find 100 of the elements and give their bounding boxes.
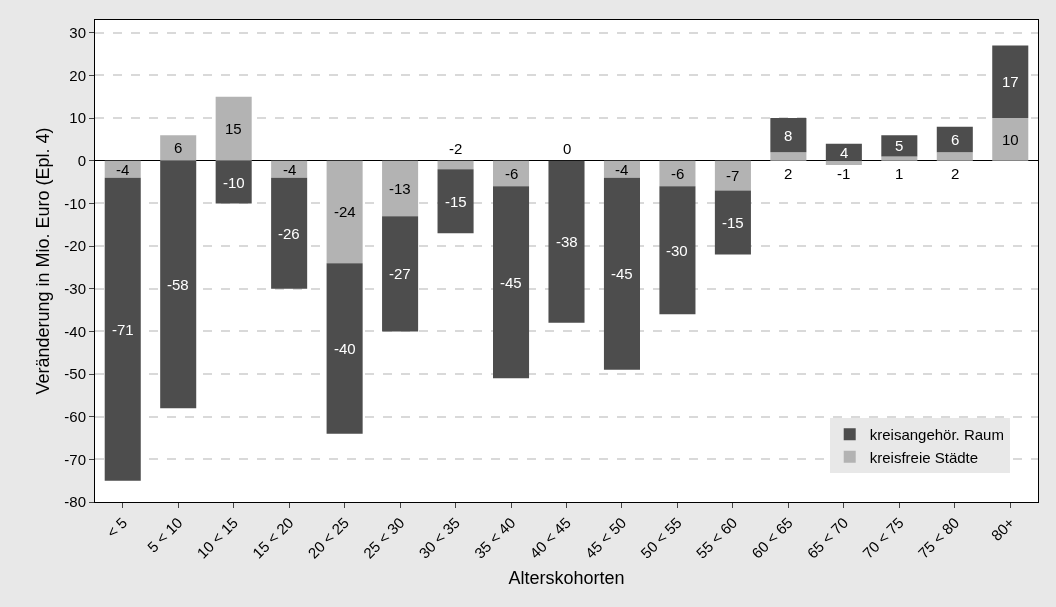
bar	[382, 160, 419, 217]
x-tick-label: 80+	[987, 513, 1018, 544]
data-label: 1	[895, 165, 904, 182]
bar	[326, 263, 363, 434]
data-label: -7	[726, 167, 740, 184]
y-tick-label: -60	[64, 407, 86, 425]
x-tick-label: 35 < 40	[470, 513, 519, 562]
data-label: -4	[116, 161, 130, 178]
data-label: 0	[563, 140, 572, 157]
bar	[770, 152, 807, 161]
x-tick-label: 10 < 15	[193, 513, 242, 562]
bar	[104, 160, 141, 178]
bar	[437, 160, 474, 170]
bar	[992, 45, 1029, 119]
x-tick-label: 15 < 20	[248, 513, 297, 562]
bar	[493, 160, 530, 187]
y-tick-label: -70	[64, 450, 86, 468]
bar	[215, 160, 252, 204]
y-tick-label: -30	[64, 279, 86, 297]
data-label: 2	[951, 165, 960, 182]
bar	[160, 160, 197, 409]
y-axis-title: Veränderung in Mio. Euro (Epl. 4)	[33, 127, 53, 395]
x-tick-label: 30 < 35	[415, 513, 463, 562]
data-label: -45	[611, 265, 633, 282]
x-tick-label: 50 < 55	[637, 513, 685, 562]
data-label: -45	[500, 274, 522, 291]
data-label: -58	[167, 276, 189, 293]
x-axis-title: Alterskohorten	[508, 567, 625, 588]
bar	[881, 156, 918, 161]
data-label: -30	[666, 242, 688, 259]
data-label: -27	[389, 265, 411, 282]
data-label: -6	[671, 165, 685, 182]
bar	[104, 177, 141, 481]
data-label: 6	[951, 131, 960, 148]
bar	[770, 118, 807, 153]
data-label: -38	[556, 233, 578, 250]
bar	[936, 152, 973, 161]
bar	[659, 186, 696, 315]
bar	[160, 135, 197, 161]
x-tick-label: 40 < 45	[526, 513, 574, 562]
data-label: 10	[1002, 131, 1019, 148]
y-tick-label: -10	[64, 194, 86, 212]
y-tick-label: 0	[77, 152, 86, 170]
y-tick-label: -50	[64, 365, 86, 383]
legend-label: kreisfreie Städte	[869, 448, 979, 466]
data-label: 15	[225, 120, 242, 137]
x-tick-label: 75 < 80	[914, 513, 963, 562]
bar	[215, 96, 252, 161]
x-tick-label: 45 < 50	[581, 513, 630, 562]
bar	[382, 216, 419, 332]
data-label: -24	[334, 203, 356, 220]
data-label: -26	[278, 225, 300, 242]
y-tick-label: 10	[69, 109, 86, 127]
data-label: 8	[784, 127, 793, 144]
bar	[603, 177, 640, 370]
bar	[714, 190, 751, 255]
bar	[881, 135, 918, 157]
bar	[326, 160, 363, 264]
y-tick-label: -40	[64, 322, 86, 340]
x-tick-label: 25 < 30	[359, 513, 408, 562]
x-tick-label: 60 < 65	[748, 513, 796, 562]
bar	[992, 118, 1029, 161]
data-label: 5	[895, 137, 904, 154]
data-label: -15	[722, 214, 744, 231]
x-tick-label: 55 < 60	[692, 513, 741, 562]
x-tick-label: 70 < 75	[859, 513, 907, 562]
data-label: -40	[334, 340, 356, 357]
x-tick-label: < 5	[103, 513, 131, 541]
bar	[437, 169, 474, 234]
y-tick-label: -80	[64, 493, 86, 511]
bar	[271, 177, 308, 289]
data-label: 6	[174, 139, 183, 156]
data-label: -13	[389, 180, 411, 197]
data-label: 17	[1002, 73, 1019, 90]
bar	[271, 160, 308, 178]
data-label: -2	[449, 140, 463, 157]
y-tick-label: 20	[69, 66, 86, 84]
y-tick-label: -20	[64, 237, 86, 255]
data-label: -71	[112, 321, 134, 338]
bar	[936, 126, 973, 153]
y-tick-label: 30	[69, 24, 86, 42]
bar	[825, 143, 862, 161]
bar	[548, 160, 585, 323]
legend-label: kreisangehör. Raum	[869, 426, 1004, 444]
data-label: -1	[837, 165, 851, 182]
data-label: -6	[505, 165, 519, 182]
data-label: -15	[445, 193, 467, 210]
x-tick-label: 20 < 25	[304, 513, 353, 562]
bar	[493, 186, 530, 379]
bar	[825, 160, 862, 166]
bar	[603, 160, 640, 178]
data-label: 4	[840, 144, 849, 161]
data-label: 2	[784, 165, 793, 182]
bar	[659, 160, 696, 187]
data-label: -4	[615, 161, 629, 178]
data-label: -10	[223, 174, 245, 191]
bar	[714, 160, 751, 191]
data-label: -4	[283, 161, 297, 178]
x-tick-label: 65 < 70	[803, 513, 852, 562]
x-tick-label: 5 < 10	[143, 513, 186, 556]
